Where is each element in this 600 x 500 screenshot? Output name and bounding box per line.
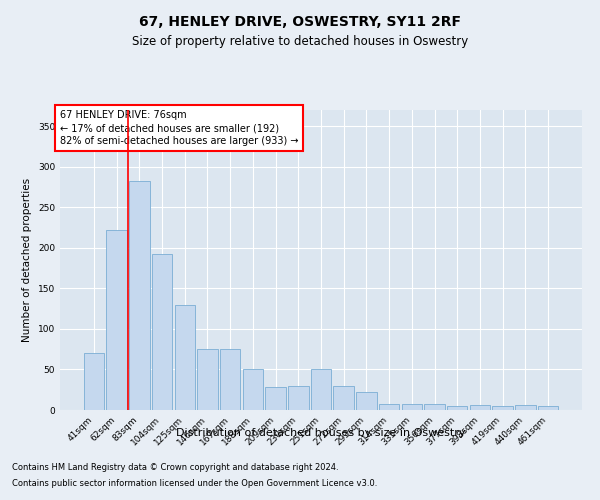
Bar [220,349,241,410]
Text: Contains HM Land Registry data © Crown copyright and database right 2024.: Contains HM Land Registry data © Crown c… [12,464,338,472]
Bar [152,254,172,410]
Bar [401,404,422,410]
Bar [288,386,308,410]
Bar [515,405,536,410]
Bar [379,404,400,410]
Bar [538,406,558,410]
Y-axis label: Number of detached properties: Number of detached properties [22,178,32,342]
Text: Distribution of detached houses by size in Oswestry: Distribution of detached houses by size … [176,428,466,438]
Bar [265,388,286,410]
Bar [129,180,149,410]
Bar [424,404,445,410]
Bar [175,304,195,410]
Bar [106,230,127,410]
Text: 67, HENLEY DRIVE, OSWESTRY, SY11 2RF: 67, HENLEY DRIVE, OSWESTRY, SY11 2RF [139,15,461,29]
Bar [447,406,467,410]
Bar [493,406,513,410]
Bar [242,370,263,410]
Bar [356,392,377,410]
Text: 67 HENLEY DRIVE: 76sqm
← 17% of detached houses are smaller (192)
82% of semi-de: 67 HENLEY DRIVE: 76sqm ← 17% of detached… [60,110,299,146]
Bar [334,386,354,410]
Text: Size of property relative to detached houses in Oswestry: Size of property relative to detached ho… [132,35,468,48]
Text: Contains public sector information licensed under the Open Government Licence v3: Contains public sector information licen… [12,478,377,488]
Bar [311,370,331,410]
Bar [197,349,218,410]
Bar [84,353,104,410]
Bar [470,405,490,410]
